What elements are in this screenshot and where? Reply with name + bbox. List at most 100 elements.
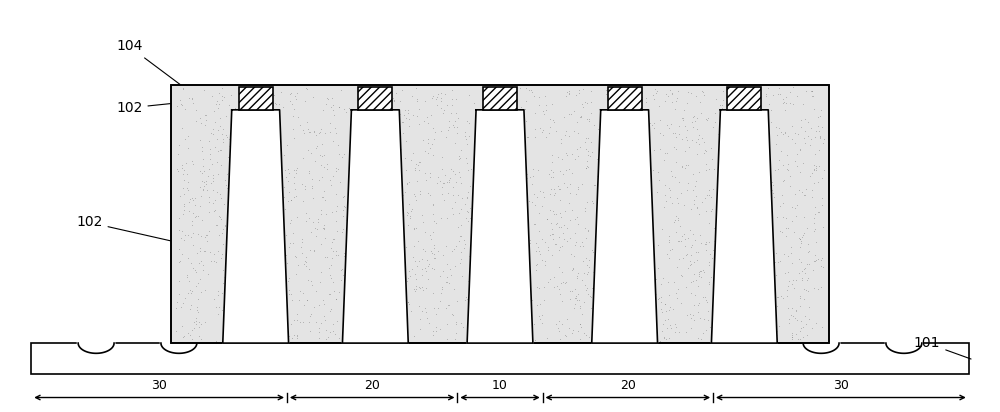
Point	[705, 304, 721, 311]
Point	[372, 191, 388, 198]
Point	[264, 199, 280, 206]
Point	[328, 295, 344, 302]
Point	[438, 133, 454, 140]
Point	[233, 282, 249, 289]
Point	[350, 291, 366, 297]
Point	[181, 277, 197, 284]
Polygon shape	[342, 110, 408, 343]
Point	[477, 178, 493, 185]
Point	[787, 204, 803, 211]
Point	[313, 320, 329, 327]
Point	[746, 107, 762, 113]
Point	[185, 229, 201, 236]
Point	[755, 243, 771, 250]
Point	[429, 102, 445, 108]
Point	[782, 89, 798, 96]
Point	[556, 236, 572, 242]
Point	[444, 205, 460, 211]
Point	[771, 323, 787, 329]
Point	[691, 169, 707, 175]
Point	[743, 307, 759, 314]
Point	[269, 133, 285, 140]
Point	[737, 274, 753, 281]
Point	[252, 157, 268, 163]
Point	[329, 227, 345, 234]
Point	[775, 99, 791, 106]
Point	[191, 324, 207, 331]
Point	[246, 110, 262, 117]
Point	[510, 125, 526, 132]
Point	[505, 134, 521, 140]
Point	[611, 321, 627, 327]
Point	[380, 220, 396, 226]
Point	[331, 289, 347, 296]
Point	[548, 211, 564, 218]
Point	[193, 232, 209, 239]
Point	[365, 282, 381, 288]
Point	[186, 325, 202, 331]
Point	[310, 215, 326, 222]
Point	[313, 206, 329, 213]
Point	[564, 150, 580, 157]
Point	[197, 122, 213, 128]
Point	[814, 202, 830, 209]
Point	[363, 201, 379, 208]
Point	[406, 286, 422, 292]
Point	[433, 128, 449, 134]
Point	[354, 329, 370, 336]
Point	[240, 157, 256, 164]
Point	[359, 140, 375, 146]
Point	[229, 114, 245, 120]
Point	[636, 279, 652, 285]
Point	[595, 108, 611, 114]
Point	[317, 253, 333, 260]
Point	[705, 124, 721, 131]
Point	[696, 150, 712, 156]
Point	[214, 307, 230, 313]
Point	[379, 96, 395, 103]
Point	[423, 236, 439, 242]
Point	[251, 250, 267, 257]
Point	[390, 142, 406, 148]
Point	[578, 164, 594, 171]
Point	[268, 101, 284, 108]
Point	[430, 90, 446, 97]
Point	[466, 155, 482, 162]
Point	[402, 213, 418, 219]
Point	[570, 186, 586, 193]
Point	[506, 263, 522, 269]
Point	[498, 227, 514, 234]
Point	[640, 130, 656, 137]
Point	[183, 234, 199, 240]
Point	[304, 282, 320, 288]
Point	[282, 91, 298, 97]
Point	[285, 229, 301, 236]
Point	[732, 317, 748, 324]
Point	[192, 167, 208, 174]
Point	[192, 244, 208, 251]
Point	[784, 136, 800, 142]
Point	[577, 139, 593, 145]
Point	[698, 241, 714, 247]
Point	[584, 285, 600, 291]
Point	[171, 258, 187, 265]
Point	[515, 211, 531, 218]
Point	[671, 328, 687, 335]
Point	[627, 295, 643, 302]
Point	[182, 196, 198, 202]
Point	[572, 243, 588, 249]
Point	[813, 284, 829, 291]
Point	[605, 135, 621, 142]
Point	[553, 280, 569, 286]
Point	[738, 311, 754, 318]
Point	[426, 265, 442, 272]
Point	[174, 227, 190, 234]
Point	[765, 182, 781, 189]
Point	[790, 335, 806, 342]
Point	[758, 92, 774, 99]
Point	[258, 319, 274, 326]
Point	[797, 192, 813, 198]
Point	[529, 283, 545, 290]
Point	[544, 151, 560, 158]
Point	[316, 164, 332, 170]
